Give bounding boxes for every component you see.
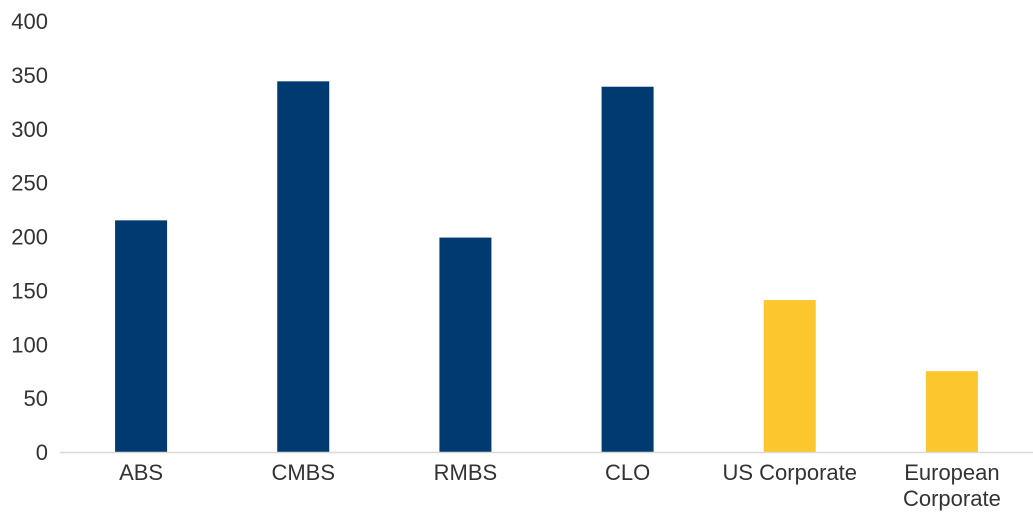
y-tick-label: 200 bbox=[11, 225, 48, 250]
bar-cmbs bbox=[277, 81, 330, 452]
y-tick-label: 100 bbox=[11, 332, 48, 357]
y-tick-label: 150 bbox=[11, 278, 48, 303]
bar-abs bbox=[115, 220, 168, 452]
y-tick-label: 400 bbox=[11, 9, 48, 34]
x-tick-label: CMBS bbox=[271, 460, 335, 485]
x-tick-label: US Corporate bbox=[722, 460, 857, 485]
x-tick-label: CLO bbox=[605, 460, 650, 485]
x-tick-label: European Corporate bbox=[903, 460, 1001, 511]
x-tick-label: RMBS bbox=[434, 460, 498, 485]
y-tick-label: 300 bbox=[11, 117, 48, 142]
y-axis: 0 50 100 150 200 250 300 350 400 bbox=[11, 9, 48, 465]
y-tick-label: 50 bbox=[24, 386, 48, 411]
y-tick-label: 350 bbox=[11, 63, 48, 88]
y-tick-label: 250 bbox=[11, 171, 48, 196]
bar-clo bbox=[601, 86, 654, 452]
bar-european-corporate bbox=[925, 371, 978, 452]
x-tick-label: ABS bbox=[119, 460, 163, 485]
bar-rmbs bbox=[439, 237, 492, 452]
bar-us-corporate bbox=[763, 300, 816, 452]
x-axis: ABS CMBS RMBS CLO US Corporate European Corpor… bbox=[119, 460, 1001, 511]
bar-series bbox=[115, 81, 978, 452]
y-tick-label: 0 bbox=[36, 440, 48, 465]
